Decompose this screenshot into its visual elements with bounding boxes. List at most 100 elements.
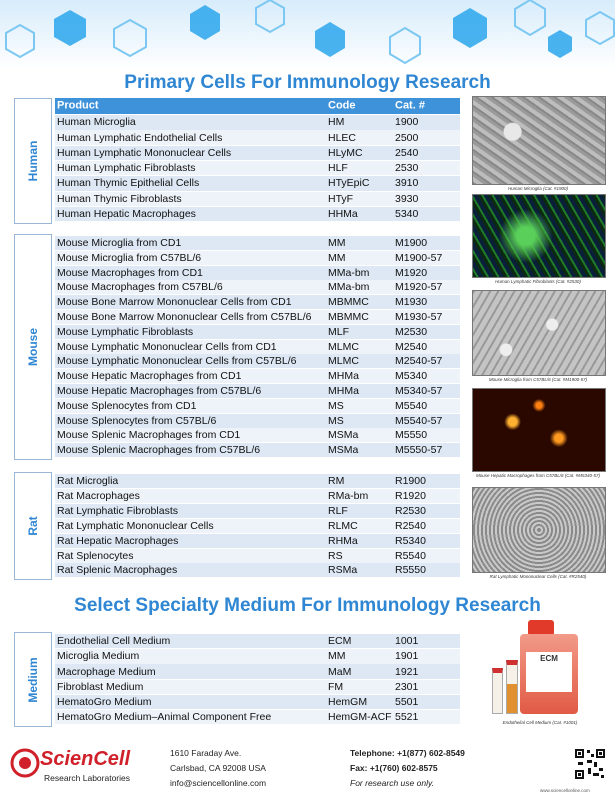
website: www.sciencellonline.com bbox=[540, 788, 590, 793]
product: HematoGro Medium–Animal Component Free bbox=[57, 710, 272, 723]
product: Fibroblast Medium bbox=[57, 680, 144, 693]
cat-no: 1001 bbox=[395, 634, 419, 647]
table-row: Mouse Macrophages from CD1 MMa-bm M1920 bbox=[55, 265, 460, 280]
code: HTyEpiC bbox=[328, 177, 370, 190]
cat-no: M1920 bbox=[395, 266, 428, 279]
cat-no: M2540 bbox=[395, 340, 428, 353]
product: Mouse Lymphatic Fibroblasts bbox=[57, 325, 194, 338]
code: MLF bbox=[328, 325, 349, 338]
code: HLF bbox=[328, 161, 348, 174]
cat-no: M2530 bbox=[395, 325, 428, 338]
table-row: HematoGro Medium HemGM 5501 bbox=[55, 694, 460, 710]
table-row: Human Thymic Fibroblasts HTyF 3930 bbox=[55, 191, 460, 206]
header-cat-no: Cat. # bbox=[395, 99, 425, 112]
logo-icon bbox=[10, 748, 40, 778]
cat-no: M1930 bbox=[395, 295, 428, 308]
code: MaM bbox=[328, 665, 352, 678]
tube bbox=[506, 660, 518, 714]
product: Human Microglia bbox=[57, 116, 136, 128]
cat-no: M5340-57 bbox=[395, 384, 443, 397]
product: Mouse Lymphatic Mononuclear Cells from C… bbox=[57, 340, 277, 353]
cat-no: 2301 bbox=[395, 680, 419, 693]
brand: ScienCell bbox=[40, 748, 131, 770]
cat-no: 3910 bbox=[395, 177, 419, 190]
cat-no: M5540 bbox=[395, 399, 428, 412]
table-row: Macrophage Medium MaM 1921 bbox=[55, 664, 460, 679]
title: Primary Cells For Immunology Research bbox=[124, 72, 491, 93]
code: HTyF bbox=[328, 192, 354, 205]
table-row: Human Thymic Epithelial Cells HTyEpiC 3910 bbox=[55, 176, 460, 191]
code: FM bbox=[328, 680, 344, 693]
code: MHMa bbox=[328, 369, 359, 382]
section-label: Mouse bbox=[14, 234, 52, 460]
code: MMa-bm bbox=[328, 281, 370, 294]
cat-no: R5550 bbox=[395, 564, 426, 577]
image-caption: Mouse Hepatic Macrophages from C57BL/6 (… bbox=[475, 473, 601, 478]
micrograph bbox=[472, 96, 606, 185]
qr-code bbox=[574, 748, 606, 780]
phone: Telephone: +1(877) 602-8549 bbox=[350, 748, 465, 758]
fax: Fax: +1(760) 602-8575 bbox=[350, 763, 438, 773]
table-row: Mouse Microglia from C57BL/6 MM M1900-57 bbox=[55, 250, 460, 265]
code: MMa-bm bbox=[328, 266, 370, 279]
micrograph bbox=[472, 194, 606, 278]
code: MBMMC bbox=[328, 295, 369, 308]
cat-no: 1900 bbox=[395, 116, 419, 128]
table-row: Human Lymphatic Endothelial Cells HLEC 250… bbox=[55, 130, 460, 145]
product: Mouse Splenocytes from C57BL/6 bbox=[57, 414, 217, 427]
table-row: Rat Microglia RM R1900 bbox=[55, 474, 460, 489]
cat-no: 3930 bbox=[395, 192, 419, 205]
hex-banner bbox=[0, 0, 615, 70]
code: MS bbox=[328, 414, 344, 427]
cat-no: M1900 bbox=[395, 236, 428, 249]
micrograph bbox=[472, 290, 606, 376]
cat-no: 2530 bbox=[395, 161, 419, 174]
code: HLEC bbox=[328, 131, 357, 144]
product: Mouse Hepatic Macrophages from CD1 bbox=[57, 369, 242, 382]
table-row: Rat Splenocytes RS R5540 bbox=[55, 548, 460, 563]
code: MLMC bbox=[328, 340, 359, 353]
code: MHMa bbox=[328, 384, 359, 397]
cat-no: M5550-57 bbox=[395, 443, 443, 456]
product: Mouse Splenic Macrophages from C57BL/6 bbox=[57, 443, 261, 456]
cat-no: R2530 bbox=[395, 504, 426, 517]
code: HLyMC bbox=[328, 146, 363, 159]
cat-no: 5340 bbox=[395, 207, 419, 220]
section-label: Medium bbox=[14, 632, 52, 728]
product: HematoGro Medium bbox=[57, 695, 152, 708]
table-row: HematoGro Medium–Animal Component Free He… bbox=[55, 710, 460, 725]
cat-no: M2540-57 bbox=[395, 355, 443, 368]
product: Human Lymphatic Endothelial Cells bbox=[57, 131, 223, 144]
product: Rat Hepatic Macrophages bbox=[57, 534, 179, 547]
table-row: Mouse Lymphatic Mononuclear Cells from C… bbox=[55, 354, 460, 369]
code: HHMa bbox=[328, 207, 358, 220]
code: HemGM-ACF bbox=[328, 710, 392, 723]
brand-sub: Research Laboratories bbox=[44, 773, 130, 783]
table-row: Human Microglia HM 1900 bbox=[55, 115, 460, 130]
cat-no: 1901 bbox=[395, 650, 419, 663]
product: Rat Lymphatic Fibroblasts bbox=[57, 504, 178, 517]
cat-no: M1900-57 bbox=[395, 251, 443, 264]
section-label: Rat bbox=[14, 472, 52, 581]
product: Human Lymphatic Fibroblasts bbox=[57, 161, 196, 174]
image-caption: Rat Lymphatic Mononuclear Cells (Cat. #R… bbox=[489, 574, 587, 579]
code: HM bbox=[328, 116, 345, 128]
product: Human Thymic Fibroblasts bbox=[57, 192, 182, 205]
table-row: Human Lymphatic Mononuclear Cells HLyMC 25… bbox=[55, 145, 460, 161]
code: RM bbox=[328, 474, 345, 487]
research-note: For research use only. bbox=[350, 778, 434, 788]
medium-title: Select Specialty Medium For Immunology R… bbox=[74, 595, 541, 616]
product: Mouse Microglia from CD1 bbox=[57, 236, 182, 249]
header-product: Product bbox=[57, 99, 99, 112]
product: Rat Lymphatic Mononuclear Cells bbox=[57, 519, 214, 532]
table-row: Human Hepatic Macrophages HHMa 5340 bbox=[55, 206, 460, 222]
table-row: Rat Hepatic Macrophages RHMa R5340 bbox=[55, 533, 460, 548]
section-label-text: Mouse bbox=[26, 327, 40, 367]
image-caption: Mouse Microglia from C57BL/6 (Cat. #M190… bbox=[488, 377, 588, 382]
code: RSMa bbox=[328, 564, 358, 577]
cat-no: R2540 bbox=[395, 519, 426, 532]
table-row: Mouse Splenic Macrophages from CD1 MSMa M5… bbox=[55, 428, 460, 443]
bottle-cap bbox=[528, 620, 554, 636]
cat-no: M5540-57 bbox=[395, 414, 443, 427]
